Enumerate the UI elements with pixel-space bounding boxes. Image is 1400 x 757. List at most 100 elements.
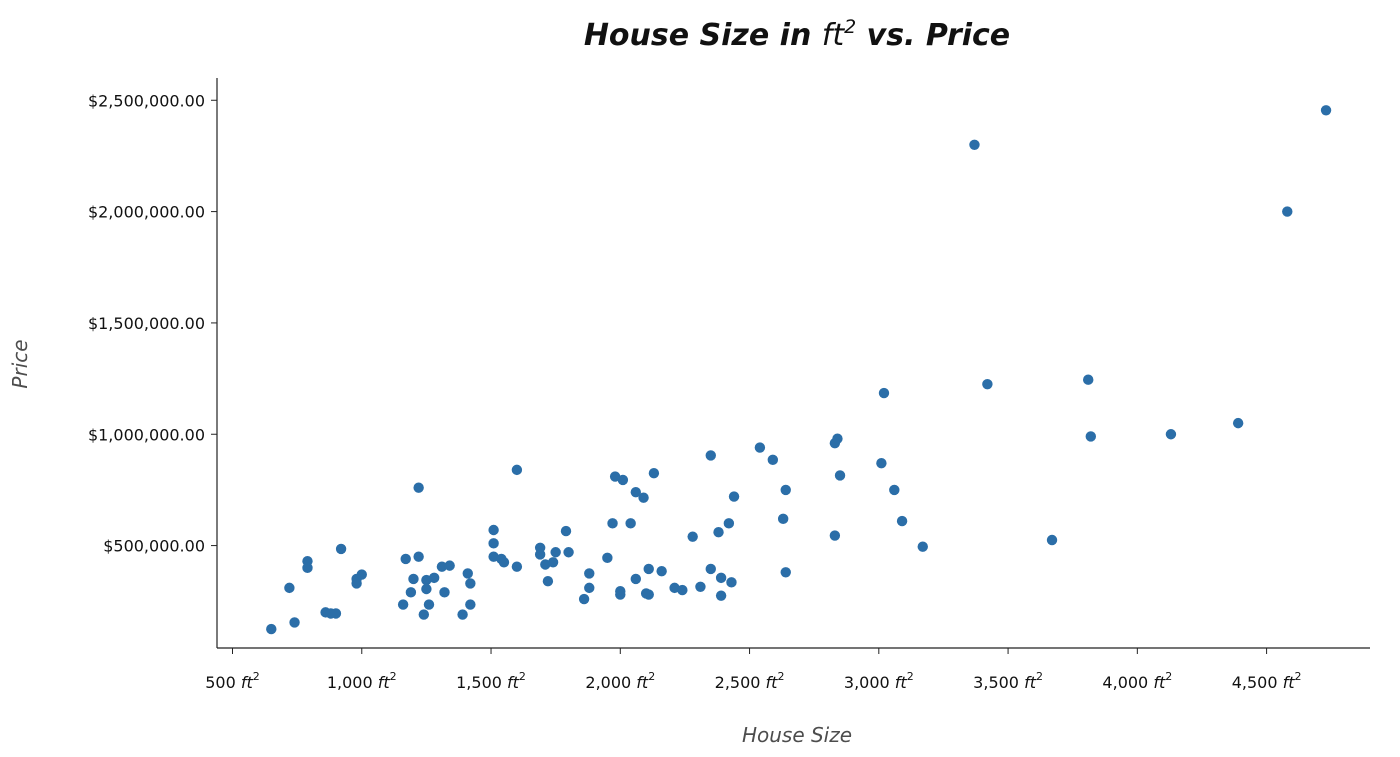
x-tick-value: 3,500 bbox=[973, 673, 1024, 692]
data-point bbox=[648, 468, 660, 479]
y-axis-label: Price bbox=[8, 339, 32, 388]
data-point bbox=[917, 541, 928, 552]
chart-title-suffix: vs. Price bbox=[856, 18, 1010, 53]
data-point bbox=[1232, 417, 1244, 429]
y-tick-label: $2,000,000.00 bbox=[88, 203, 205, 222]
x-tick-unit-exponent: 2 bbox=[390, 670, 397, 683]
chart-title-unit: ft bbox=[822, 18, 846, 53]
y-axis-ticks: $500,000.00 $1,000,000.00 $1,500,000.00 $2,… bbox=[88, 91, 217, 556]
data-point bbox=[630, 486, 642, 498]
y-tick-label: $1,500,000.00 bbox=[88, 314, 205, 333]
x-tick-value: 2,000 bbox=[585, 673, 636, 692]
data-point bbox=[832, 433, 843, 444]
data-point bbox=[457, 609, 468, 620]
data-point bbox=[638, 492, 649, 503]
data-point bbox=[428, 572, 440, 584]
data-point bbox=[767, 454, 779, 466]
x-tick-label: 4,000 ft2 bbox=[1102, 670, 1172, 692]
data-point bbox=[609, 471, 621, 482]
data-point bbox=[439, 587, 450, 598]
data-point bbox=[405, 587, 417, 598]
x-tick-label: 1,500 ft2 bbox=[456, 670, 526, 692]
data-point bbox=[578, 593, 590, 605]
x-tick-unit-exponent: 2 bbox=[1294, 670, 1301, 683]
x-tick-label: 2,500 ft2 bbox=[715, 670, 785, 692]
data-point bbox=[547, 557, 559, 568]
data-point bbox=[550, 547, 561, 558]
data-point bbox=[1083, 374, 1094, 385]
data-point bbox=[643, 589, 654, 600]
data-point bbox=[465, 599, 476, 610]
x-tick-unit-exponent: 2 bbox=[253, 670, 260, 683]
data-point bbox=[754, 442, 766, 453]
data-point bbox=[462, 568, 473, 579]
data-point bbox=[777, 513, 789, 525]
data-point bbox=[834, 470, 846, 481]
data-point bbox=[302, 562, 313, 574]
data-point bbox=[542, 576, 554, 587]
data-point bbox=[351, 578, 362, 589]
data-point bbox=[896, 515, 908, 527]
data-point bbox=[488, 538, 499, 549]
data-point bbox=[969, 139, 980, 150]
x-tick-value: 4,000 bbox=[1102, 673, 1153, 692]
x-tick-value: 2,500 bbox=[715, 673, 766, 692]
data-point bbox=[617, 474, 629, 486]
data-point bbox=[687, 531, 698, 542]
data-point bbox=[728, 491, 740, 502]
x-tick-unit-exponent: 2 bbox=[1165, 670, 1172, 683]
data-point bbox=[498, 557, 510, 568]
data-point bbox=[1320, 105, 1332, 116]
data-point bbox=[1046, 534, 1058, 546]
y-tick-label: $2,500,000.00 bbox=[88, 91, 205, 110]
x-tick-unit: ft bbox=[895, 673, 908, 692]
data-point bbox=[889, 484, 900, 496]
x-tick-label: 3,000 ft2 bbox=[844, 670, 914, 692]
data-point bbox=[602, 552, 613, 564]
data-point bbox=[413, 482, 424, 493]
data-point bbox=[289, 617, 300, 628]
x-tick-unit: ft bbox=[1283, 673, 1296, 692]
y-tick-label: $500,000.00 bbox=[103, 537, 205, 556]
data-point bbox=[715, 590, 727, 601]
x-tick-value: 500 bbox=[205, 673, 241, 692]
data-point bbox=[723, 518, 735, 529]
x-tick-value: 1,000 bbox=[327, 673, 378, 692]
data-point bbox=[713, 527, 724, 538]
x-tick-unit: ft bbox=[1153, 673, 1166, 692]
data-point bbox=[705, 563, 716, 575]
x-tick-unit-exponent: 2 bbox=[1036, 670, 1043, 683]
data-point bbox=[408, 573, 419, 585]
data-point bbox=[625, 518, 636, 529]
data-point bbox=[584, 568, 595, 579]
x-tick-label: 3,500 ft2 bbox=[973, 670, 1043, 692]
data-point bbox=[876, 457, 887, 469]
data-point bbox=[488, 524, 499, 536]
data-point bbox=[780, 567, 791, 578]
data-point bbox=[444, 560, 455, 571]
data-point bbox=[511, 561, 523, 572]
x-tick-unit: ft bbox=[1024, 673, 1037, 692]
data-point bbox=[615, 589, 626, 600]
data-point bbox=[560, 525, 572, 537]
x-tick-unit-exponent: 2 bbox=[777, 670, 784, 683]
data-points bbox=[266, 105, 1332, 635]
x-axis-ticks: 500 ft2 1,000 ft2 1,500 ft2 2,000 ft2 2,500 … bbox=[205, 648, 1301, 692]
data-point bbox=[266, 623, 277, 635]
data-point bbox=[335, 543, 347, 555]
data-point bbox=[630, 573, 642, 585]
data-point bbox=[413, 551, 424, 562]
data-point bbox=[677, 584, 688, 596]
data-point bbox=[643, 563, 654, 575]
x-axis-label: House Size bbox=[742, 723, 852, 747]
data-point bbox=[284, 582, 295, 594]
data-point bbox=[1282, 206, 1293, 217]
chart-title-prefix: House Size in bbox=[584, 18, 822, 53]
data-point bbox=[436, 561, 448, 572]
data-point bbox=[423, 599, 435, 610]
data-point bbox=[421, 583, 432, 595]
chart-title: House Size in ft2 vs. Price bbox=[584, 16, 1010, 53]
x-tick-unit: ft bbox=[241, 673, 254, 692]
x-tick-unit: ft bbox=[636, 673, 649, 692]
